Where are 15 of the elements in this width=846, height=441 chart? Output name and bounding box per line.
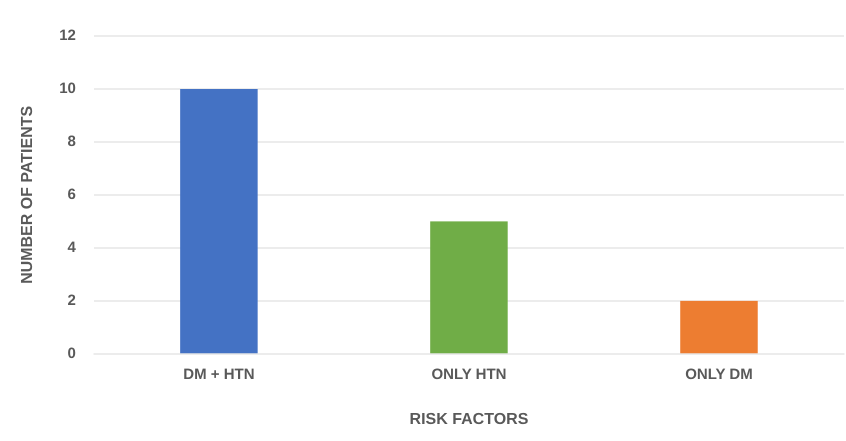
x-tick-label: DM + HTN bbox=[183, 366, 255, 383]
y-tick-label: 2 bbox=[68, 292, 76, 309]
x-axis-title: RISK FACTORS bbox=[410, 410, 529, 428]
y-tick-label: 12 bbox=[59, 27, 76, 44]
y-tick-label: 10 bbox=[59, 80, 76, 98]
y-axis-title: NUMBER OF PATIENTS bbox=[19, 106, 36, 284]
y-tick-label: 8 bbox=[68, 133, 76, 150]
x-tick-label: ONLY DM bbox=[685, 366, 753, 383]
y-tick-label: 0 bbox=[68, 344, 76, 362]
bar bbox=[180, 88, 258, 354]
bar bbox=[430, 221, 508, 354]
x-tick-label: ONLY HTN bbox=[431, 366, 506, 383]
bar bbox=[680, 300, 758, 354]
y-tick-label: 4 bbox=[68, 239, 77, 256]
y-tick-label: 6 bbox=[68, 186, 76, 204]
